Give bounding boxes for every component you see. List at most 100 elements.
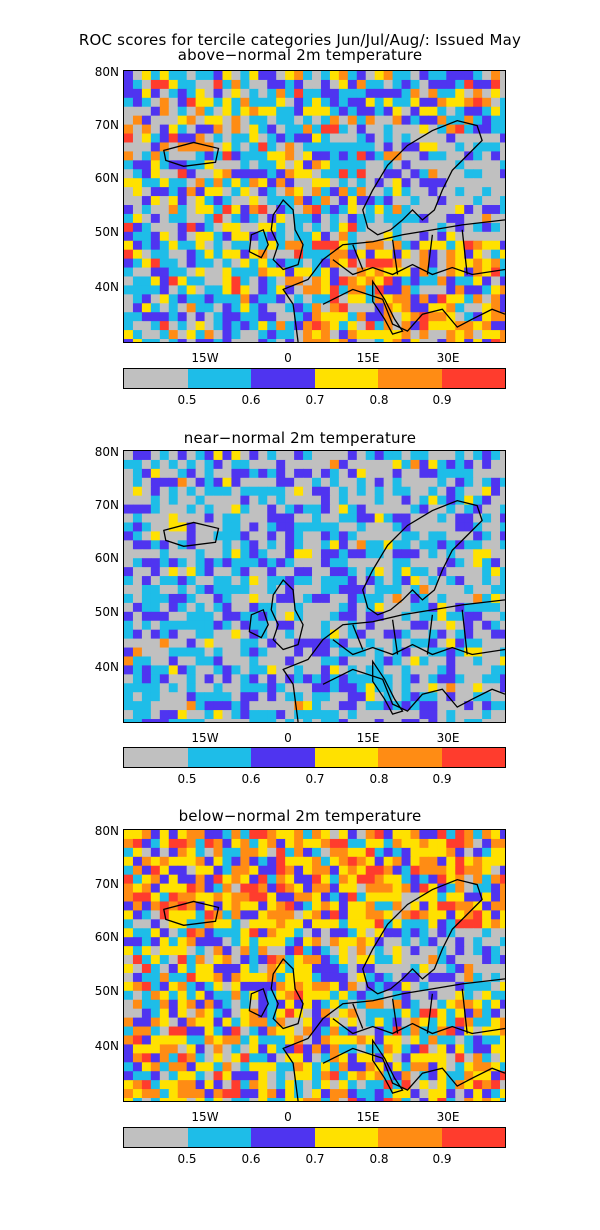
field-cell: [168, 1062, 179, 1072]
field-cell: [213, 972, 223, 983]
field-cell: [338, 558, 349, 568]
field-cell: [500, 160, 505, 170]
field-cell: [177, 196, 188, 206]
field-cell: [491, 946, 501, 956]
field-cell: [303, 276, 313, 286]
field-cell: [392, 865, 403, 876]
field-cell: [150, 683, 161, 693]
field-cell: [195, 504, 206, 515]
field-cell: [240, 222, 250, 233]
field-cell: [159, 1098, 170, 1101]
field-cell: [222, 339, 232, 342]
field-cell: [464, 133, 474, 143]
field-cell: [231, 901, 241, 911]
field-cell: [294, 549, 304, 559]
field-cell: [392, 892, 403, 902]
field-cell: [320, 937, 331, 947]
field-cell: [374, 169, 385, 179]
field-cell: [473, 981, 483, 992]
field-cell: [338, 205, 349, 215]
field-cell: [186, 1089, 197, 1099]
field-cell: [329, 919, 340, 929]
field-cell: [258, 312, 268, 322]
field-cell: [365, 106, 376, 117]
field-cell: [356, 602, 367, 613]
field-cell: [374, 865, 385, 876]
field-cell: [464, 602, 474, 613]
field-cell: [132, 874, 143, 885]
field-cell: [249, 213, 259, 224]
field-cell: [213, 231, 223, 242]
field-cell: [446, 883, 456, 894]
field-cell: [231, 142, 241, 152]
field-cell: [500, 1026, 505, 1036]
field-cell: [401, 451, 411, 461]
field-cell: [410, 213, 420, 224]
field-cell: [213, 1008, 223, 1019]
field-cell: [356, 330, 367, 340]
field-cell: [204, 1071, 215, 1081]
field-cell: [437, 919, 447, 929]
field-cell: [186, 865, 197, 876]
field-cell: [419, 1026, 429, 1036]
field-cell: [455, 213, 465, 224]
field-cell: [473, 955, 483, 965]
field-cell: [195, 160, 206, 170]
field-cell: [168, 178, 179, 188]
field-cell: [231, 468, 241, 479]
field-cell: [446, 459, 456, 470]
field-cell: [294, 124, 304, 135]
field-cell: [213, 522, 223, 532]
field-cell: [159, 549, 170, 559]
field-cell: [347, 97, 358, 108]
field-cell: [267, 71, 277, 81]
field-cell: [410, 647, 420, 657]
field-cell: [267, 88, 277, 99]
field-cell: [285, 901, 295, 911]
field-cell: [150, 240, 161, 251]
field-cell: [213, 919, 223, 929]
field-cell: [491, 865, 501, 876]
field-cell: [312, 919, 322, 929]
field-cell: [428, 901, 438, 911]
field-cell: [195, 276, 206, 286]
field-cell: [455, 1026, 465, 1036]
field-cell: [177, 847, 188, 858]
field-cell: [204, 468, 215, 479]
field-cell: [428, 1026, 438, 1036]
field-cell: [356, 79, 367, 90]
field-cell: [374, 1062, 385, 1072]
field-cell: [365, 602, 376, 613]
field-cell: [204, 531, 215, 541]
field-cell: [383, 1098, 394, 1101]
field-cell: [338, 231, 349, 242]
field-cell: [428, 892, 438, 902]
field-cell: [491, 838, 501, 849]
field-cell: [338, 258, 349, 269]
field-cell: [303, 196, 313, 206]
field-cell: [177, 937, 188, 947]
field-cell: [437, 1098, 447, 1101]
field-cell: [329, 196, 340, 206]
field-cell: [437, 97, 447, 108]
field-cell: [213, 683, 223, 693]
field-cell: [258, 486, 268, 497]
field-cell: [186, 990, 197, 1001]
field-cell: [374, 258, 385, 269]
field-cell: [374, 187, 385, 197]
field-cell: [249, 576, 259, 586]
field-cell: [446, 1062, 456, 1072]
field-cell: [320, 178, 331, 188]
field-cell: [195, 106, 206, 117]
field-cell: [186, 558, 197, 568]
field-cell: [195, 874, 206, 885]
field-cell: [195, 468, 206, 479]
field-cell: [329, 910, 340, 920]
field-cell: [392, 928, 403, 938]
field-cell: [419, 249, 429, 260]
field-cell: [473, 683, 483, 693]
field-cell: [231, 838, 241, 849]
field-cell: [401, 602, 411, 613]
field-cell: [195, 972, 206, 983]
field-cell: [186, 955, 197, 965]
